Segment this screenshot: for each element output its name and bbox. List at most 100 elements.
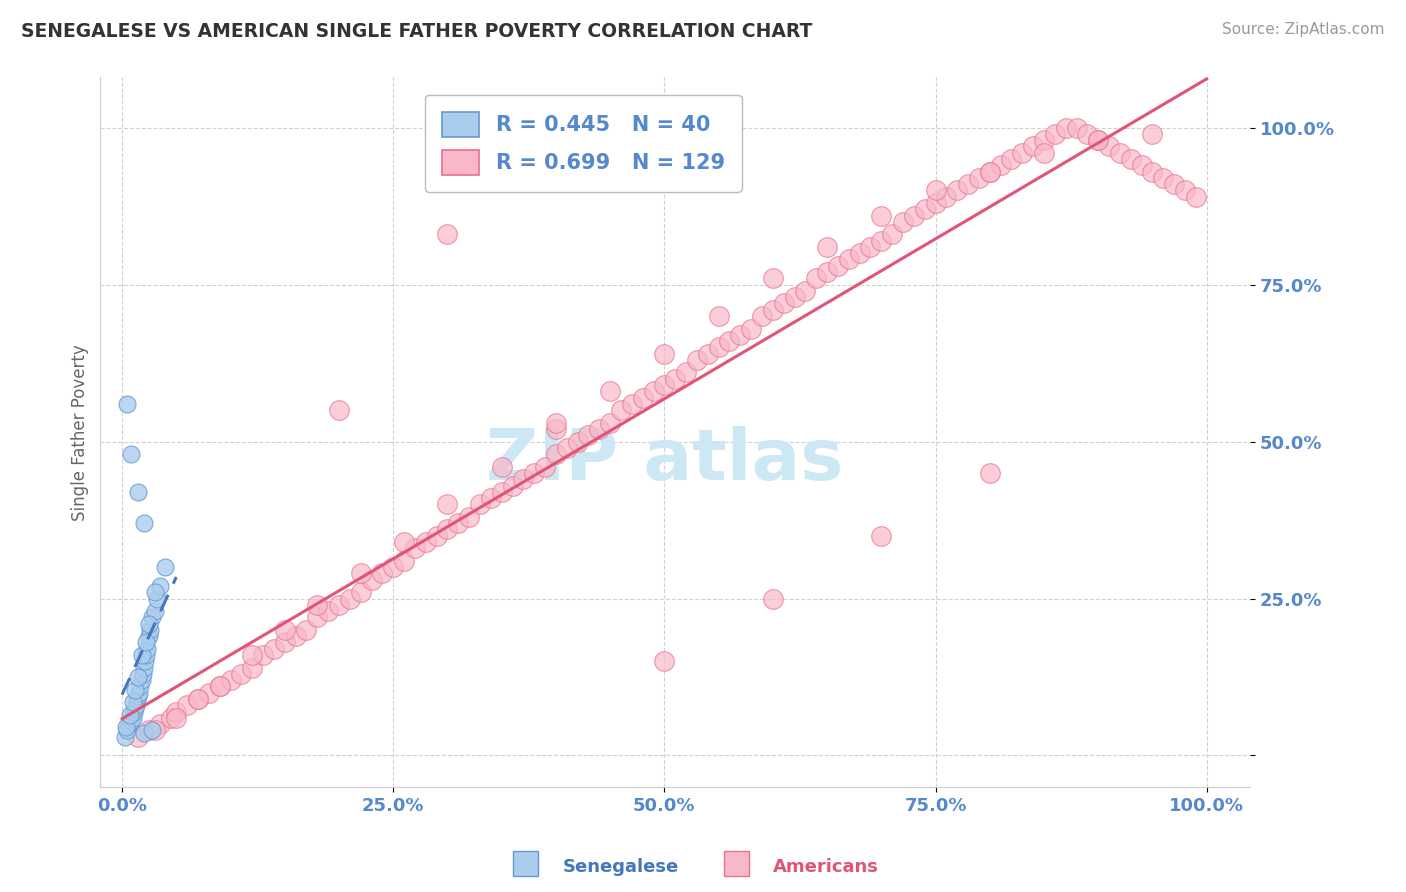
Point: [1054, 120, 1077, 135]
Point: [1033, 133, 1056, 147]
Point: [392, 535, 415, 549]
Point: [124, 682, 146, 697]
Point: [979, 466, 1001, 480]
Point: [138, 723, 160, 738]
Point: [1142, 164, 1164, 178]
Point: [610, 403, 633, 417]
Point: [1163, 177, 1185, 191]
Point: [120, 447, 142, 461]
Legend: R = 0.445   N = 40, R = 0.699   N = 129: R = 0.445 N = 40, R = 0.699 N = 129: [425, 95, 741, 192]
Point: [891, 215, 914, 229]
Point: [198, 686, 221, 700]
Point: [924, 183, 946, 197]
Point: [599, 384, 621, 399]
Point: [132, 516, 155, 531]
Point: [231, 666, 253, 681]
Point: [143, 604, 166, 618]
Point: [131, 673, 153, 687]
Point: [307, 598, 329, 612]
Point: [1087, 133, 1109, 147]
Point: [1185, 190, 1208, 204]
Point: [502, 478, 524, 492]
Point: [631, 391, 654, 405]
Point: [122, 695, 145, 709]
Point: [240, 648, 263, 662]
Point: [815, 240, 838, 254]
Point: [135, 635, 157, 649]
Point: [1152, 170, 1174, 185]
Point: [1033, 145, 1056, 160]
Point: [350, 566, 373, 581]
Point: [544, 422, 567, 436]
Point: [783, 290, 806, 304]
Point: [870, 234, 893, 248]
Point: [762, 591, 785, 606]
Point: [176, 698, 198, 713]
Point: [924, 196, 946, 211]
Point: [740, 321, 762, 335]
Point: [263, 641, 285, 656]
Point: [914, 202, 936, 217]
Point: [479, 491, 502, 505]
Point: [114, 730, 136, 744]
Point: [392, 554, 415, 568]
Point: [468, 497, 491, 511]
Point: [187, 692, 209, 706]
Point: [707, 340, 730, 354]
Point: [129, 679, 152, 693]
Point: [675, 366, 697, 380]
Text: Source: ZipAtlas.com: Source: ZipAtlas.com: [1222, 22, 1385, 37]
Point: [187, 692, 209, 706]
Point: [1011, 145, 1033, 160]
Point: [436, 227, 458, 242]
Point: [762, 271, 785, 285]
Point: [122, 711, 145, 725]
Point: [371, 566, 394, 581]
Point: [136, 641, 159, 656]
Point: [806, 271, 828, 285]
Point: [252, 648, 274, 662]
Point: [696, 346, 718, 360]
Point: [1119, 152, 1142, 166]
Point: [145, 591, 167, 606]
Point: [127, 689, 149, 703]
Point: [143, 723, 166, 738]
Point: [848, 246, 870, 260]
Point: [870, 209, 893, 223]
Y-axis label: Single Father Poverty: Single Father Poverty: [72, 343, 89, 521]
Point: [1174, 183, 1197, 197]
Point: [643, 384, 665, 399]
Point: [117, 723, 139, 738]
Point: [578, 428, 600, 442]
Text: Americans: Americans: [773, 858, 879, 876]
Point: [1000, 152, 1022, 166]
Point: [328, 403, 350, 417]
Point: [1098, 139, 1121, 153]
Point: [284, 629, 307, 643]
Point: [132, 660, 155, 674]
Point: [415, 535, 437, 549]
Point: [208, 679, 231, 693]
Point: [316, 604, 339, 618]
Point: [165, 705, 187, 719]
Point: [599, 416, 621, 430]
Point: [127, 692, 149, 706]
Point: [870, 529, 893, 543]
Point: [143, 585, 166, 599]
Point: [139, 623, 162, 637]
Point: [219, 673, 242, 687]
Text: ZIP atlas: ZIP atlas: [485, 425, 844, 495]
Point: [523, 466, 546, 480]
Point: [664, 372, 686, 386]
Point: [1043, 127, 1066, 141]
Point: [458, 509, 481, 524]
Text: Senegalese: Senegalese: [562, 858, 679, 876]
Point: [990, 158, 1012, 172]
Point: [120, 714, 142, 728]
Point: [115, 720, 138, 734]
Point: [859, 240, 882, 254]
Point: [491, 484, 513, 499]
Point: [555, 441, 578, 455]
Point: [124, 701, 146, 715]
Point: [436, 497, 458, 511]
